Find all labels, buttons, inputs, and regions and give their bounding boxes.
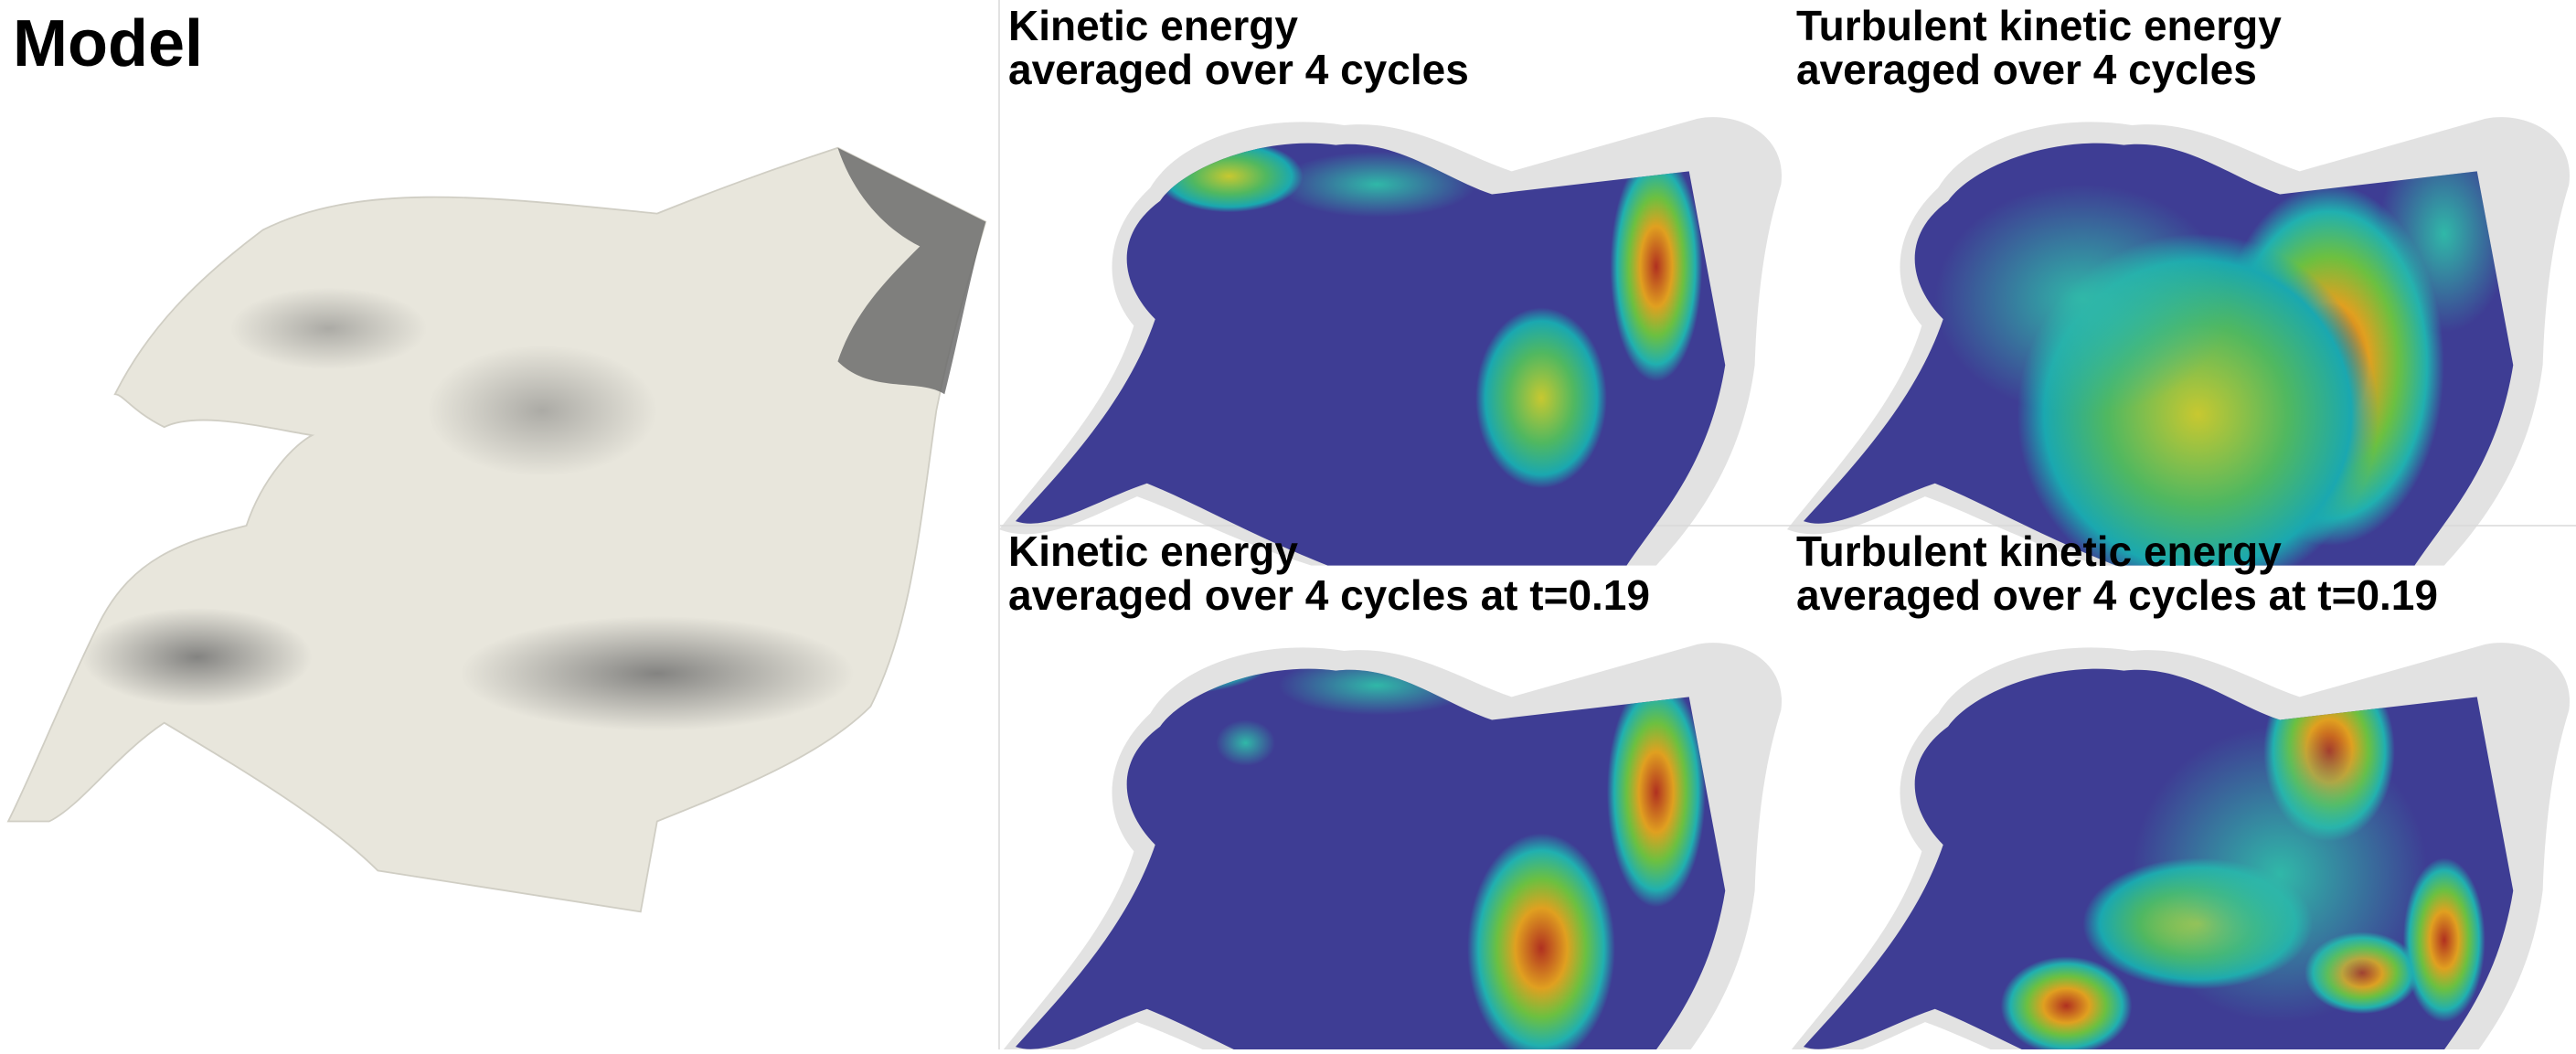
hotspot — [1934, 184, 2231, 415]
panel-title: Turbulent kinetic energy — [1796, 2, 2282, 49]
hotspot — [1610, 151, 1703, 382]
model-surface — [6, 146, 987, 913]
panel-title: Kinetic energy — [1008, 2, 1298, 49]
hotspot — [1475, 307, 1607, 489]
panel-title: Kinetic energy — [1008, 527, 1298, 575]
hotspot — [2402, 857, 2486, 1023]
flow-render — [999, 117, 1783, 566]
model-title: Model — [13, 7, 203, 80]
hotspot — [2000, 956, 2133, 1054]
flow-render — [1787, 643, 2571, 1054]
hotspot — [1467, 833, 1615, 1054]
hotspot — [1278, 151, 1476, 218]
flow-render — [1787, 117, 2571, 566]
hotspots — [1934, 143, 2510, 566]
hotspot — [1216, 719, 1275, 766]
hotspot — [1606, 676, 1706, 908]
hotspot — [2132, 726, 2428, 1023]
hotspots — [1155, 143, 1703, 489]
model-panel: Model — [6, 7, 987, 913]
panel-title: averaged over 4 cycles — [1008, 46, 1469, 93]
flow-render — [999, 643, 1783, 1054]
panel-title: averaged over 4 cycles at t=0.19 — [1796, 571, 2438, 619]
panel-title: Turbulent kinetic energy — [1796, 527, 2282, 575]
panel-title: averaged over 4 cycles — [1796, 46, 2257, 93]
panel-title: averaged over 4 cycles at t=0.19 — [1008, 571, 1650, 619]
hotspot — [1080, 668, 1279, 694]
hotspot — [2378, 143, 2510, 333]
